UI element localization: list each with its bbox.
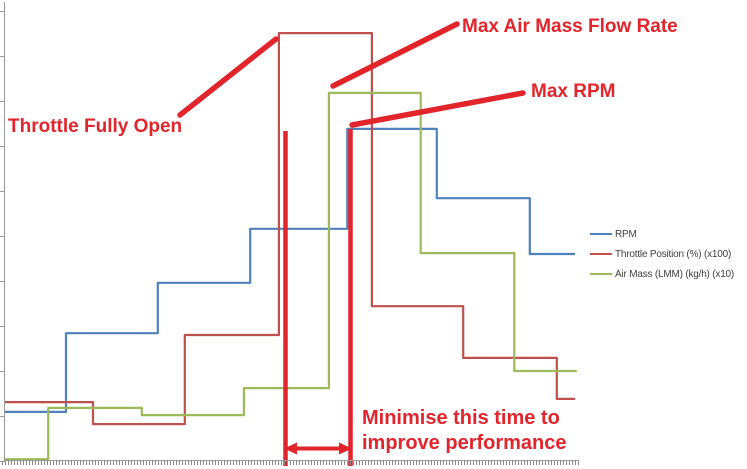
throttle-line-swatch: [590, 253, 612, 255]
legend-item-air-mass: Air Mass (LMM) (kg/h) (x10): [590, 264, 734, 284]
series-line-throttle: [4, 31, 576, 426]
annotation-max-air-mass-flow-rate: Max Air Mass Flow Rate: [462, 16, 678, 37]
span-arrow-left-head: [284, 442, 297, 455]
x-axis-line: [4, 460, 579, 461]
legend-item-rpm: RPM: [590, 224, 734, 244]
legend-item-throttle-position: Throttle Position (%) (x100): [590, 244, 734, 264]
annotation-leader-line-3: [349, 90, 526, 128]
x-axis-ticks: [2, 461, 579, 465]
y-axis-ticks: [0, 11, 5, 462]
series-line-airmass: [4, 91, 577, 461]
rpm-line-swatch: [590, 233, 612, 235]
annotation-leader-line-2: [330, 21, 460, 89]
air-mass-line-swatch: [590, 273, 612, 275]
series-line-rpm: [4, 127, 576, 413]
annotation-throttle-fully-open: Throttle Fully Open: [8, 116, 183, 137]
legend-label-throttle-position: Throttle Position (%) (x100): [615, 248, 732, 260]
legend-label-rpm: RPM: [615, 228, 637, 240]
annotation-max-rpm: Max RPM: [531, 81, 616, 102]
annotation-minimise-time: Minimise this time to improve performanc…: [362, 407, 567, 454]
legend: RPM Throttle Position (%) (x100) Air Mas…: [590, 224, 734, 284]
legend-label-air-mass: Air Mass (LMM) (kg/h) (x10): [615, 268, 735, 280]
span-arrow-right-head: [339, 442, 352, 455]
annotation-leader-line-1: [177, 36, 279, 118]
